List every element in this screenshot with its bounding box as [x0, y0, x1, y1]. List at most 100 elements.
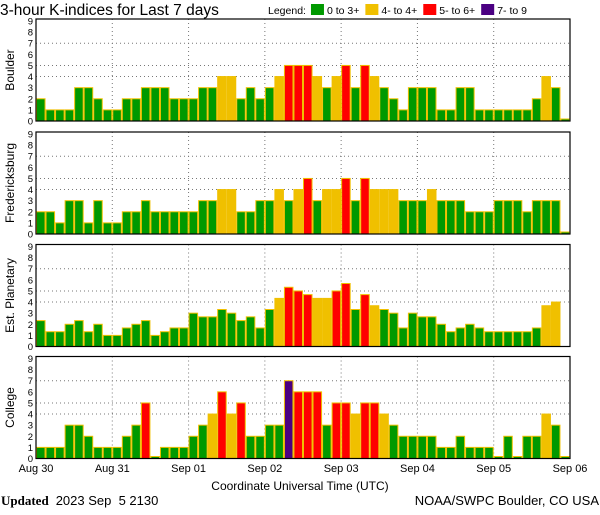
bar-0-21 — [236, 98, 246, 122]
bar-0-45 — [465, 87, 475, 122]
y-tick-label: 3 — [28, 196, 33, 207]
bar-2-13 — [159, 331, 170, 348]
bar-3-43 — [446, 446, 456, 459]
bar-1-54 — [550, 200, 561, 235]
bar-0-47 — [484, 109, 494, 122]
bar-1-18 — [207, 200, 218, 235]
bar-0-27 — [293, 64, 304, 122]
bar-3-41 — [426, 435, 437, 459]
bar-1-1 — [45, 211, 56, 235]
y-tick-label: 2 — [28, 320, 33, 331]
bar-1-6 — [93, 200, 103, 235]
y-tick-label: 8 — [28, 141, 33, 152]
bar-0-8 — [112, 109, 122, 122]
y-tick-label: 1 — [28, 218, 33, 229]
bar-2-37 — [388, 312, 399, 347]
y-tick-label: 0 — [28, 342, 33, 353]
bar-1-10 — [131, 211, 141, 235]
chart-title: 3-hour K-indices for Last 7 days — [0, 2, 219, 19]
bar-0-50 — [512, 109, 523, 122]
updated-label: Updated — [1, 493, 49, 508]
bar-0-1 — [45, 109, 56, 122]
bar-1-8 — [112, 222, 122, 235]
bar-3-17 — [198, 424, 208, 459]
bar-1-33 — [350, 200, 361, 235]
y-tick-label: 3 — [28, 309, 33, 320]
bar-3-36 — [379, 413, 389, 459]
y-tick-label: 1 — [28, 443, 33, 454]
bar-3-28 — [303, 391, 313, 460]
bar-3-27 — [293, 391, 304, 460]
bar-3-16 — [188, 435, 199, 459]
bar-3-52 — [531, 435, 542, 459]
y-tick-label: 4 — [28, 410, 33, 421]
bar-0-33 — [350, 87, 361, 122]
bar-0-38 — [398, 109, 408, 122]
bar-3-5 — [83, 435, 94, 459]
legend-swatch-2 — [423, 4, 437, 15]
bar-0-48 — [493, 109, 504, 122]
y-tick-label: 8 — [28, 365, 33, 376]
bar-0-28 — [303, 64, 313, 122]
bar-3-54 — [550, 424, 561, 459]
bar-0-25 — [274, 76, 284, 122]
panel-label: Boulder — [3, 49, 17, 90]
bar-1-47 — [484, 211, 494, 235]
y-tick-label: 2 — [28, 94, 33, 105]
bar-1-52 — [531, 200, 542, 235]
bar-3-25 — [274, 424, 284, 459]
y-tick-label: 7 — [28, 39, 33, 50]
bar-3-4 — [74, 424, 84, 459]
x-tick-label: Aug 31 — [95, 463, 130, 475]
y-tick-label: 1 — [28, 105, 33, 116]
bar-3-23 — [255, 435, 265, 459]
bar-3-29 — [312, 391, 323, 460]
bar-2-20 — [226, 312, 237, 347]
bar-1-9 — [121, 211, 132, 235]
bar-1-17 — [198, 200, 208, 235]
bar-2-36 — [379, 309, 389, 347]
y-tick-label: 6 — [28, 163, 33, 174]
bar-1-50 — [512, 200, 523, 235]
y-tick-label: 7 — [28, 152, 33, 163]
bar-1-5 — [83, 222, 94, 235]
bar-2-53 — [541, 305, 551, 348]
bar-3-37 — [388, 424, 399, 459]
bar-0-53 — [541, 76, 551, 122]
bar-2-45 — [465, 323, 475, 347]
bar-1-26 — [283, 200, 294, 235]
bar-2-10 — [131, 323, 141, 347]
legend-label: Legend: — [268, 5, 306, 17]
bar-0-15 — [179, 98, 189, 122]
bar-2-17 — [198, 316, 208, 348]
bar-0-9 — [121, 98, 132, 122]
bar-0-34 — [360, 64, 370, 122]
bar-2-19 — [217, 309, 227, 347]
y-tick-label: 0 — [28, 454, 33, 465]
plot-frame — [35, 18, 571, 122]
bar-2-28 — [303, 294, 313, 348]
bar-1-36 — [379, 189, 389, 235]
bar-2-38 — [398, 327, 408, 348]
bar-3-15 — [179, 446, 189, 459]
bar-1-34 — [360, 177, 370, 235]
bar-3-26 — [283, 380, 294, 460]
y-tick-label: 9 — [28, 130, 33, 141]
bar-3-11 — [140, 402, 151, 460]
bar-2-43 — [446, 331, 456, 348]
bar-1-48 — [493, 200, 504, 235]
bar-2-52 — [531, 327, 542, 348]
credit: NOAA/SWPC Boulder, CO USA — [415, 493, 600, 508]
bar-2-42 — [436, 323, 447, 347]
bar-2-9 — [121, 327, 132, 348]
bar-1-40 — [417, 200, 427, 235]
bar-1-27 — [293, 189, 304, 235]
bar-1-28 — [303, 177, 313, 235]
y-tick-label: 4 — [28, 185, 33, 196]
bar-2-46 — [474, 327, 485, 348]
legend-entry-0: 0 to 3+ — [327, 5, 359, 17]
bar-0-14 — [169, 98, 180, 122]
plot-frame — [35, 355, 571, 460]
